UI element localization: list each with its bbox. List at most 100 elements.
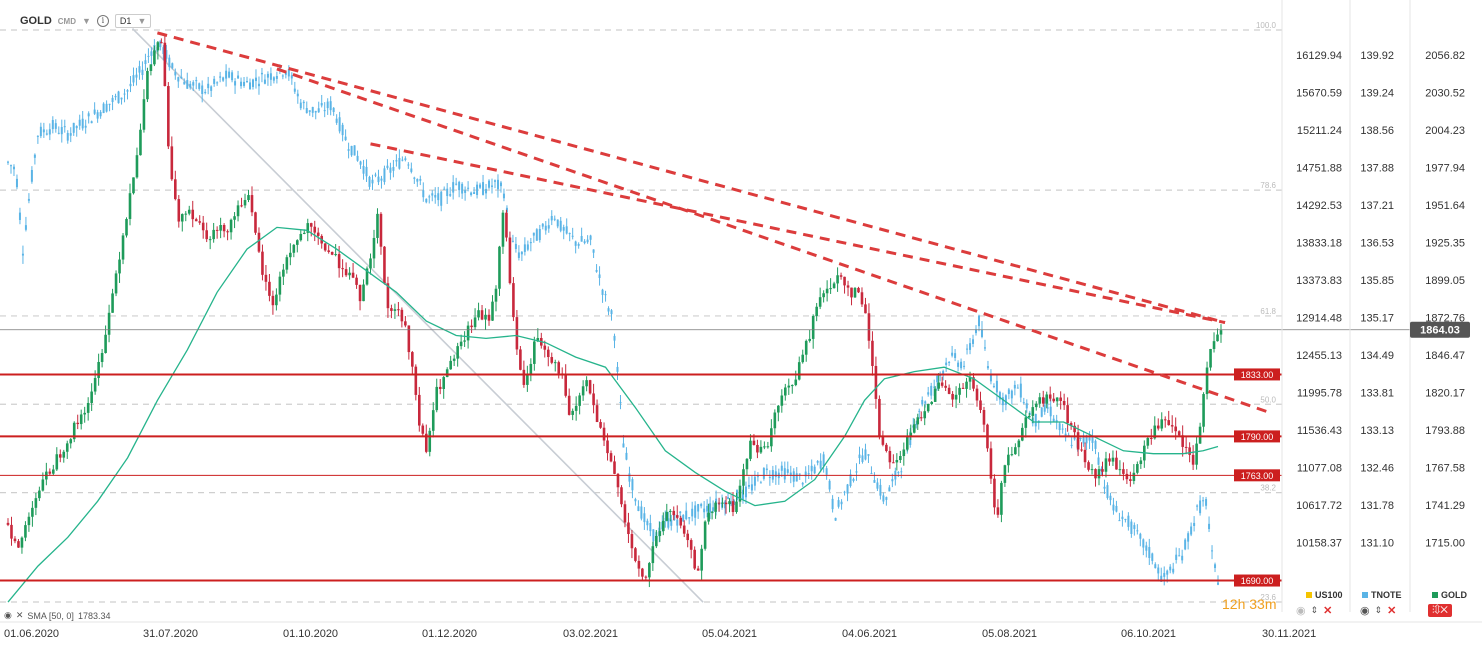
gold-candle: [714, 502, 717, 512]
horizontal-levels[interactable]: 1833.00 1790.00 1763.00 1690.00: [0, 329, 1410, 587]
tnote-body: [885, 497, 888, 500]
gold-candle: [351, 272, 355, 278]
gold-candle: [644, 576, 648, 578]
gold-candle: [1212, 341, 1216, 349]
tnote-body: [479, 184, 482, 188]
gold-candle: [1024, 417, 1028, 428]
tnote-body: [897, 472, 900, 474]
symbol-dropdown-icon[interactable]: ▼: [82, 16, 91, 26]
gold-candle: [825, 288, 829, 294]
gold-candle: [902, 449, 906, 457]
gold-candle: [627, 522, 630, 535]
close-icon[interactable]: ✕: [15, 610, 24, 620]
gold-tick: 1899.05: [1425, 275, 1465, 287]
tnote-body: [491, 185, 494, 187]
settings-icon[interactable]: ⫶⇕✕: [1428, 604, 1452, 617]
tnote-body: [592, 249, 595, 253]
eye-icon[interactable]: ◉: [1296, 605, 1306, 617]
tnote-body: [583, 241, 586, 244]
reorder-icon[interactable]: ⇕: [1374, 605, 1383, 615]
tnote-body: [694, 505, 697, 518]
info-icon[interactable]: i: [96, 15, 109, 27]
tnote-body: [544, 225, 547, 231]
trendlines[interactable]: [156, 31, 1269, 414]
gold-candle: [1160, 419, 1164, 429]
tnote-body: [986, 366, 989, 369]
exchange-label: CMD: [57, 16, 76, 26]
gold-tick: 1951.64: [1425, 200, 1465, 212]
gold-candle: [1076, 432, 1080, 450]
tnote-body: [619, 401, 622, 403]
gold-candle: [473, 317, 477, 328]
tnote-body: [966, 348, 969, 350]
tnote-body: [744, 486, 747, 498]
gold-candle: [843, 276, 846, 286]
gold-candle: [299, 233, 303, 241]
gold-candle: [1000, 482, 1003, 515]
gold-candle: [365, 268, 369, 285]
gold-candle: [10, 524, 13, 539]
tnote-body: [921, 399, 924, 405]
tnote-body: [834, 517, 837, 521]
gold-candle: [296, 240, 299, 245]
tnote-body: [87, 113, 90, 117]
tnote-tick: 131.10: [1360, 538, 1394, 550]
us100-tick: 11077.08: [1297, 463, 1342, 475]
timeframe-selector[interactable]: D1 ▼: [114, 14, 152, 28]
tnote-body: [1199, 500, 1202, 514]
gold-candle: [114, 273, 118, 294]
tnote-body: [652, 529, 655, 542]
gold-candle: [160, 42, 163, 44]
x-tick: 06.10.2021: [1121, 628, 1176, 640]
tnote-body: [9, 165, 12, 167]
gold-candle: [860, 292, 864, 305]
gold-candle: [1021, 427, 1024, 441]
tnote-body: [553, 218, 556, 220]
gold-candle: [1048, 394, 1052, 399]
reorder-icon[interactable]: ⇕: [1310, 605, 1319, 615]
tnote-body: [1160, 575, 1163, 582]
tnote-body: [440, 191, 443, 206]
us100-tick: 12455.13: [1296, 350, 1342, 362]
tnote-body: [1145, 545, 1148, 551]
gold-candle: [494, 288, 498, 302]
tnote-body: [643, 513, 646, 523]
gold-candle: [470, 325, 473, 328]
tnote-body: [66, 132, 69, 141]
trend-line: [276, 67, 1269, 414]
gold-candle: [651, 546, 655, 564]
gold-candle: [121, 235, 125, 260]
gold-candle: [1191, 454, 1195, 465]
level-tag-label: 1763.00: [1241, 471, 1274, 481]
gold-candle: [546, 349, 550, 358]
close-icon[interactable]: ✕: [1323, 605, 1333, 617]
tnote-body: [147, 55, 150, 57]
tnote-body: [604, 294, 607, 296]
gold-candle: [100, 353, 104, 362]
gold-candle: [1066, 405, 1069, 424]
tnote-body: [697, 504, 700, 512]
gold-candle: [581, 386, 585, 396]
tnote-body: [951, 352, 954, 356]
gold-candle: [1073, 425, 1076, 433]
gold-candle: [975, 388, 979, 401]
gold-candle: [787, 385, 791, 388]
us100-tick: 11536.43: [1297, 425, 1342, 437]
eye-icon[interactable]: ◉: [4, 610, 12, 620]
eye-icon[interactable]: ◉: [1360, 605, 1370, 617]
tnote-body: [753, 476, 756, 486]
tnote-body: [783, 468, 786, 480]
tnote-body: [1085, 435, 1088, 444]
gold-candle: [1017, 440, 1021, 448]
tnote-body: [995, 380, 998, 393]
tnote-body: [281, 75, 284, 77]
symbol-name[interactable]: GOLD: [20, 15, 52, 27]
tnote-body: [1157, 567, 1160, 574]
us100-tick: 10617.72: [1296, 500, 1342, 512]
gold-candle: [456, 346, 459, 359]
tnote-body: [562, 227, 565, 231]
close-icon[interactable]: ✕: [1387, 605, 1397, 617]
tnote-body: [260, 72, 263, 75]
tnote-body: [963, 365, 966, 367]
